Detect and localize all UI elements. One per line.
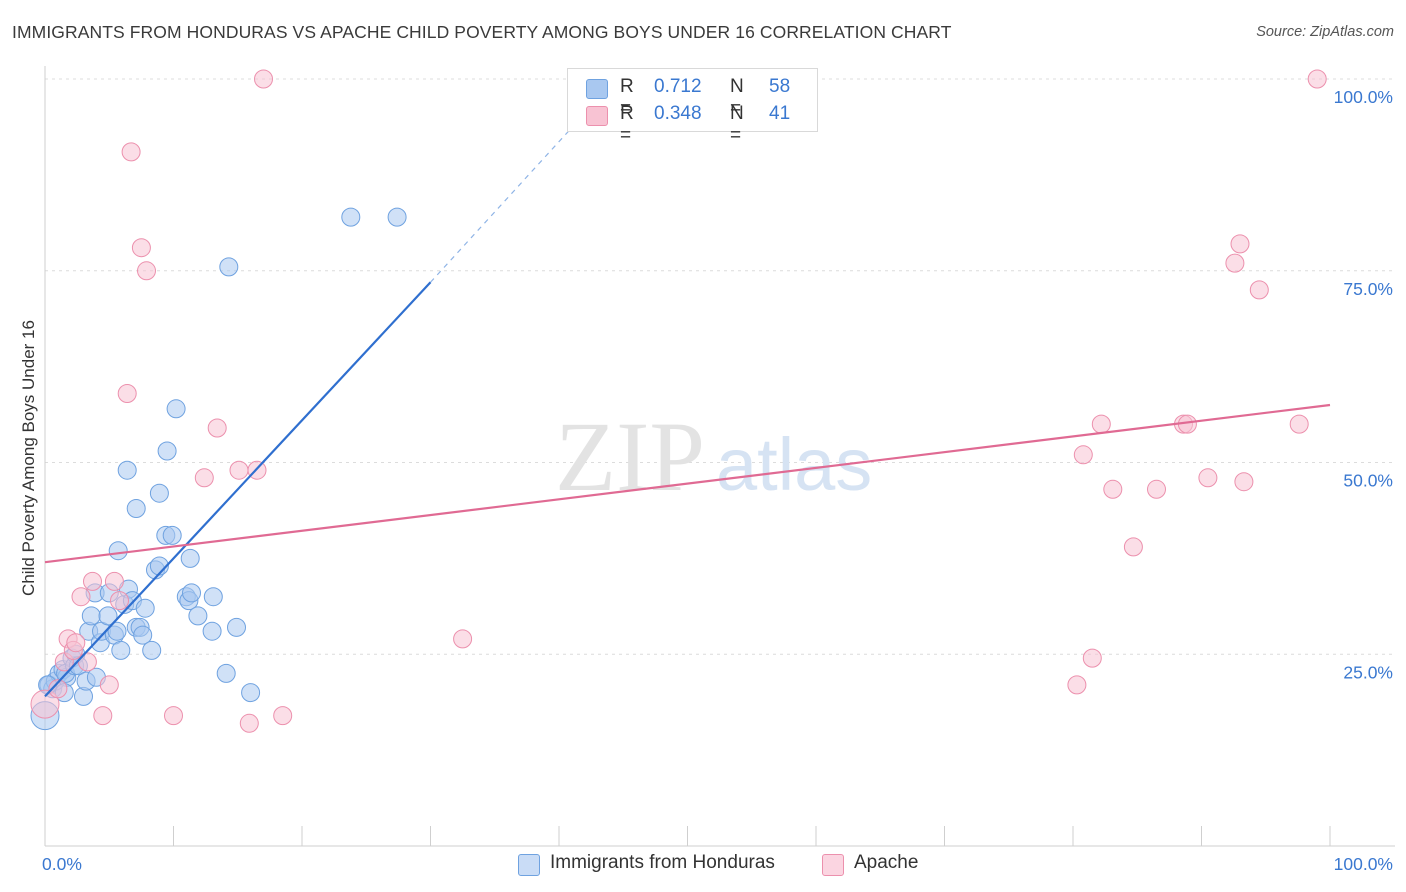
point-apache (30, 689, 60, 719)
y-tick-label: 50.0% (1343, 471, 1393, 491)
chart-title: IMMIGRANTS FROM HONDURAS VS APACHE CHILD… (12, 22, 952, 42)
y-tick-label: 25.0% (1343, 662, 1393, 682)
point-apache (110, 591, 129, 611)
n-value: 41 (769, 103, 791, 124)
point-apache (239, 713, 259, 733)
n-value: 58 (769, 76, 791, 97)
point-honduras (142, 640, 162, 660)
point-apache (137, 261, 156, 281)
point-apache (254, 69, 273, 89)
point-honduras (111, 640, 131, 660)
point-apache (1091, 414, 1111, 434)
n-label: N = (730, 76, 744, 119)
point-apache (1289, 414, 1309, 434)
legend-swatch-apache (822, 854, 844, 876)
point-apache (1307, 69, 1327, 89)
point-honduras (202, 621, 222, 641)
point-honduras (81, 606, 101, 626)
point-honduras (188, 606, 208, 626)
legend-swatch-honduras (518, 854, 540, 876)
point-apache (1147, 479, 1166, 499)
point-honduras (180, 548, 200, 568)
point-apache (99, 675, 119, 695)
point-apache (131, 238, 151, 258)
point-apache (1103, 479, 1123, 499)
point-honduras (107, 621, 127, 641)
y-axis-label: Child Poverty Among Boys Under 16 (19, 320, 38, 596)
point-apache (93, 706, 113, 726)
point-apache (453, 629, 473, 649)
legend-label-apache: Apache (854, 852, 919, 873)
y-tick-label: 100.0% (1334, 87, 1393, 107)
r-label: R = (620, 76, 634, 119)
x-tick-label: 0.0% (42, 854, 82, 874)
point-honduras (203, 587, 223, 607)
point-honduras (135, 598, 155, 618)
r-label: R = (620, 103, 634, 146)
point-apache (1082, 648, 1102, 668)
r-value: 0.712 (654, 76, 702, 97)
point-honduras (216, 663, 236, 683)
point-apache (273, 706, 293, 726)
x-tick-label: 100.0% (1334, 854, 1393, 874)
gridlines (45, 78, 1395, 655)
point-apache (104, 571, 124, 591)
point-honduras (108, 541, 128, 561)
trendline-honduras-projection (430, 113, 586, 283)
point-apache (77, 652, 97, 672)
point-honduras (133, 625, 153, 645)
trendline-apache (44, 403, 1331, 564)
legend-swatch-honduras (586, 79, 608, 99)
y-tick-label: 75.0% (1343, 279, 1393, 299)
legend-label-honduras: Immigrants from Honduras (550, 852, 775, 873)
point-honduras (387, 207, 407, 227)
point-apache (229, 460, 249, 480)
point-apache (71, 587, 91, 607)
point-apache (1123, 537, 1143, 557)
point-apache (1230, 234, 1250, 254)
point-apache (1225, 253, 1245, 273)
point-apache (194, 468, 214, 488)
point-honduras (341, 207, 361, 227)
source-label: Source: ZipAtlas.com (1256, 24, 1394, 40)
point-honduras (126, 499, 146, 518)
point-apache (207, 418, 227, 438)
point-apache (1249, 280, 1269, 300)
correlation-legend: R = 0.712 N = 58 R = 0.348 N = 41 (567, 68, 818, 146)
point-honduras (227, 617, 246, 637)
series-legend: Immigrants from Honduras Apache (0, 851, 1406, 879)
n-label: N = (730, 103, 744, 146)
point-apache (117, 384, 137, 403)
point-apache (1234, 472, 1254, 492)
point-apache (48, 679, 68, 699)
watermark-zip: ZIP (555, 401, 705, 512)
point-honduras (98, 606, 118, 626)
trendline-honduras (44, 281, 432, 698)
point-honduras (182, 583, 201, 603)
point-honduras (166, 399, 186, 419)
point-honduras (149, 483, 169, 503)
tick-labels: 25.0% 50.0% 75.0% 100.0% 0.0% 100.0% (42, 87, 1393, 874)
point-honduras (117, 460, 137, 480)
point-apache (121, 142, 141, 162)
point-honduras (162, 525, 182, 545)
point-apache (1073, 445, 1093, 465)
watermark: ZIP atlas (555, 401, 872, 512)
point-honduras (219, 257, 239, 277)
point-apache (83, 571, 102, 591)
trendlines (44, 113, 1331, 698)
point-honduras (241, 683, 261, 703)
point-apache (164, 706, 183, 726)
point-honduras (157, 441, 177, 461)
r-value: 0.348 (654, 103, 702, 124)
point-apache (1198, 468, 1218, 488)
point-apache (66, 633, 86, 653)
legend-swatch-apache (586, 106, 608, 126)
point-apache (1067, 675, 1087, 695)
data-points (30, 69, 1327, 733)
